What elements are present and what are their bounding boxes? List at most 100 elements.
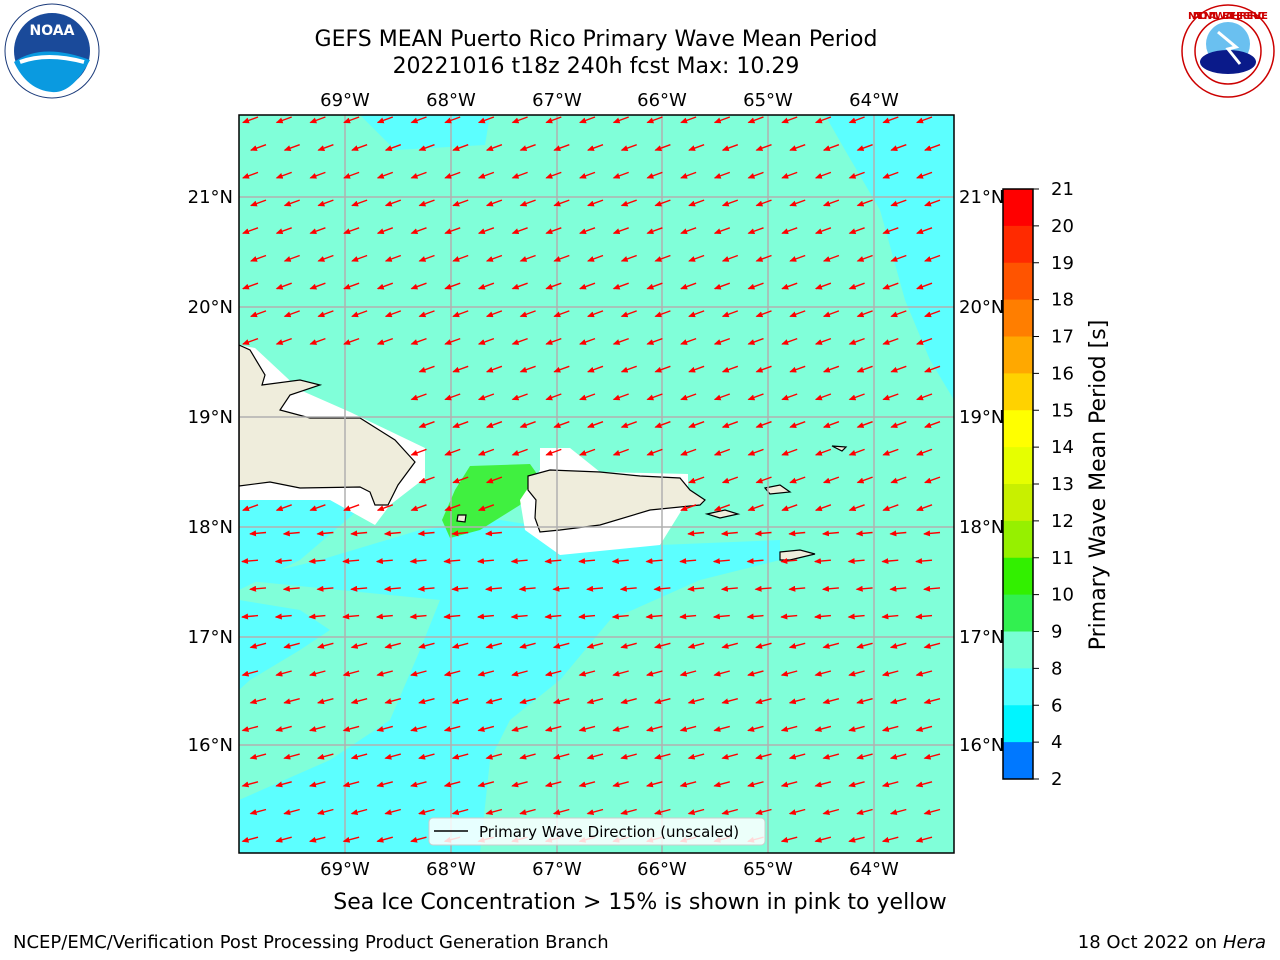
wave-arrow <box>283 808 300 815</box>
wave-arrow <box>443 670 461 677</box>
wave-arrow <box>754 585 772 592</box>
wave-arrow <box>342 558 360 565</box>
wave-arrow <box>275 504 292 512</box>
wave-arrow <box>713 504 731 512</box>
lat-label-left: 21°N <box>188 187 233 208</box>
wave-arrow <box>242 282 259 290</box>
wave-arrow <box>275 282 292 290</box>
lon-label-bottom: 67°W <box>532 859 582 880</box>
land-mona <box>456 514 467 523</box>
wave-arrow <box>620 365 637 373</box>
wave-arrow <box>923 642 941 649</box>
wave-arrow <box>646 171 663 179</box>
wave-arrow <box>376 670 393 677</box>
wave-arrow <box>679 670 697 677</box>
wave-arrow <box>721 421 739 428</box>
wave-arrow <box>755 698 772 705</box>
wave-arrow <box>713 393 731 401</box>
wave-arrow <box>308 725 326 732</box>
wave-arrow <box>519 698 536 705</box>
wave-arrow <box>477 337 495 345</box>
land-anegada <box>831 445 848 452</box>
wave-arrow <box>418 144 435 151</box>
wave-arrow <box>788 808 806 815</box>
wave-arrow <box>924 365 941 373</box>
wave-arrow <box>848 171 865 179</box>
wave-arrow <box>924 254 941 262</box>
wave-arrow <box>282 585 300 592</box>
wave-arrow <box>889 753 907 760</box>
wave-arrow <box>746 558 764 565</box>
wave-arrow <box>721 144 739 151</box>
wave-arrow <box>553 310 570 318</box>
wave-arrow <box>485 254 503 262</box>
wave-arrow <box>848 227 865 235</box>
land-puerto-rico <box>527 469 706 533</box>
wave-arrow <box>612 670 629 677</box>
lat-label-right: 21°N <box>959 187 1004 208</box>
wave-arrow <box>351 144 368 151</box>
wave-arrow <box>544 725 562 732</box>
colorbar-segment <box>1003 742 1033 780</box>
wave-arrow <box>250 254 267 262</box>
wave-arrow <box>814 504 832 512</box>
wave-arrow <box>620 199 637 207</box>
wave-arrow <box>915 725 933 732</box>
wave-arrow <box>612 448 629 456</box>
wave-arrow <box>781 116 798 124</box>
wave-arrow <box>856 310 873 318</box>
lat-label-right: 17°N <box>959 627 1004 648</box>
wave-arrow <box>384 753 401 760</box>
wave-arrow <box>309 116 326 124</box>
wave-arrow <box>848 282 865 290</box>
wave-arrow <box>316 585 334 592</box>
wave-arrow <box>721 199 739 207</box>
wave-arrow <box>511 725 528 732</box>
colorbar-tick-label: 16 <box>1051 363 1074 384</box>
wave-arrow <box>890 476 907 484</box>
wave-arrow <box>250 310 267 318</box>
wave-arrow <box>451 698 469 705</box>
wave-arrow <box>780 836 798 843</box>
lon-label-top: 68°W <box>426 90 476 111</box>
wave-arrow <box>511 171 528 179</box>
wave-arrow <box>384 144 402 151</box>
wave-arrow <box>485 476 503 484</box>
wave-arrow <box>451 530 469 537</box>
wave-arrow <box>308 781 326 788</box>
wave-arrow <box>410 393 427 401</box>
lat-label-right: 19°N <box>959 407 1004 428</box>
wave-arrow <box>882 337 899 345</box>
wave-arrow <box>889 530 907 537</box>
wave-arrow <box>587 144 604 151</box>
wave-arrow <box>418 753 435 760</box>
wave-arrow <box>485 808 503 815</box>
wave-arrow <box>881 781 899 788</box>
wave-arrow <box>552 642 570 649</box>
wave-arrow <box>679 781 697 788</box>
wave-arrow <box>688 144 705 151</box>
wave-arrow <box>485 698 503 705</box>
period-zone-cyan-east <box>825 115 954 400</box>
wave-arrow <box>620 698 637 705</box>
wave-arrow <box>309 282 326 290</box>
wave-arrow <box>688 365 705 373</box>
wave-arrow <box>342 725 360 732</box>
wave-arrow <box>485 642 503 649</box>
wave-arrow <box>747 393 764 401</box>
wave-arrow <box>788 530 806 537</box>
wave-arrow <box>721 642 738 649</box>
wave-arrow <box>620 254 637 262</box>
lat-label-right: 20°N <box>959 297 1004 318</box>
wave-arrow <box>250 199 267 207</box>
wave-arrow <box>688 199 705 207</box>
wave-arrow <box>612 725 629 732</box>
wave-arrow <box>519 808 536 815</box>
chart-title-line1: GEFS MEAN Puerto Rico Primary Wave Mean … <box>314 27 878 52</box>
wave-arrow <box>848 448 865 456</box>
wave-arrow <box>882 504 899 512</box>
wave-arrow <box>916 171 933 179</box>
wave-arrow <box>721 365 739 373</box>
wave-arrow <box>343 337 360 345</box>
wave-arrow <box>856 365 873 373</box>
